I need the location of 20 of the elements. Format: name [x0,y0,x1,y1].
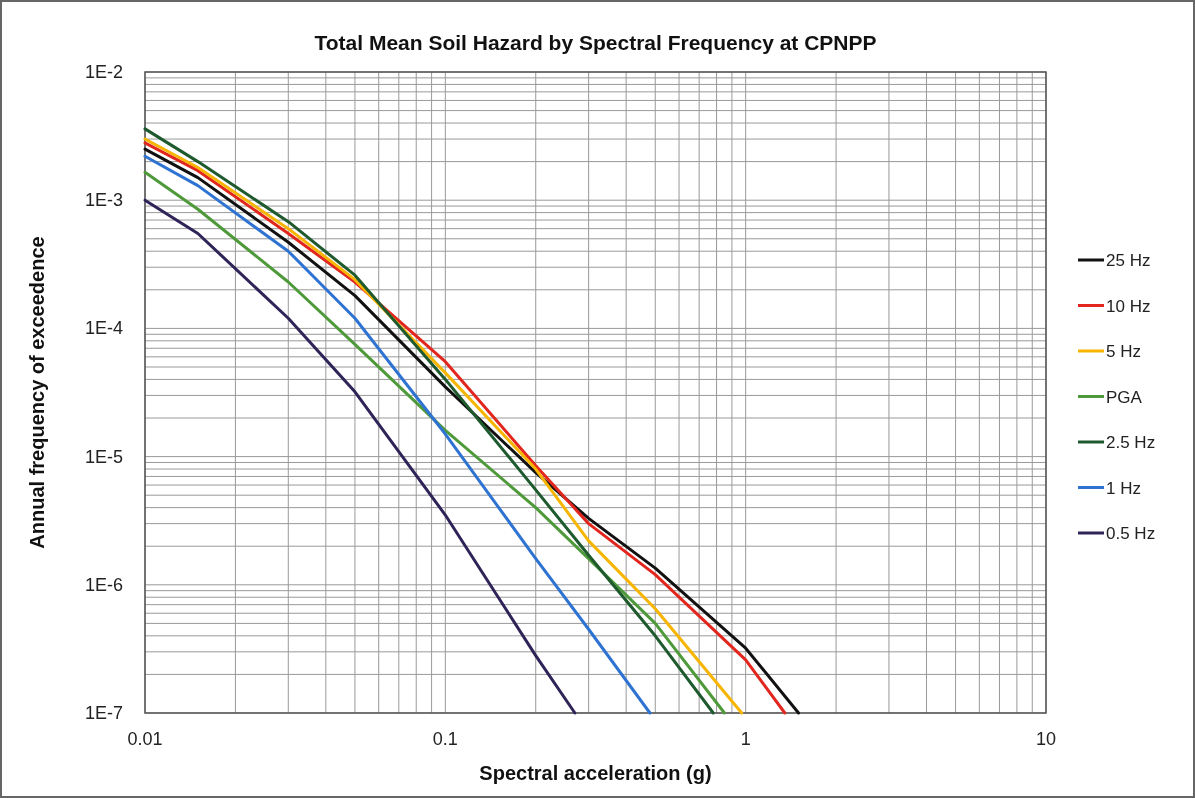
x-tick-label: 10 [1035,729,1057,749]
x-axis-title: Spectral acceleration (g) [479,762,712,784]
legend-label: PGA [1106,387,1143,407]
chart-title: Total Mean Soil Hazard by Spectral Frequency at CPNPP [314,31,877,54]
y-tick-label: 1E-5 [84,446,123,467]
x-tick-label: 0.01 [127,729,163,749]
legend-label: 5 Hz [1106,342,1141,361]
legend-label: 1 Hz [1106,478,1141,498]
legend-label: 10 Hz [1106,296,1151,316]
y-tick-label: 1E-2 [84,62,123,82]
y-tick-label: 1E-7 [84,703,123,723]
x-tick-label: 0.1 [432,729,458,749]
y-tick-label: 1E-4 [84,318,123,339]
y-tick-label: 1E-3 [84,190,123,211]
y-tick-label: 1E-6 [84,574,123,595]
x-tick-label: 1 [740,729,751,749]
legend-label: 25 Hz [1106,251,1151,270]
legend-label: 2.5 Hz [1106,433,1156,452]
legend-label: 0.5 Hz [1106,524,1156,543]
y-axis-title: Annual frequency of exceedence [26,236,48,549]
